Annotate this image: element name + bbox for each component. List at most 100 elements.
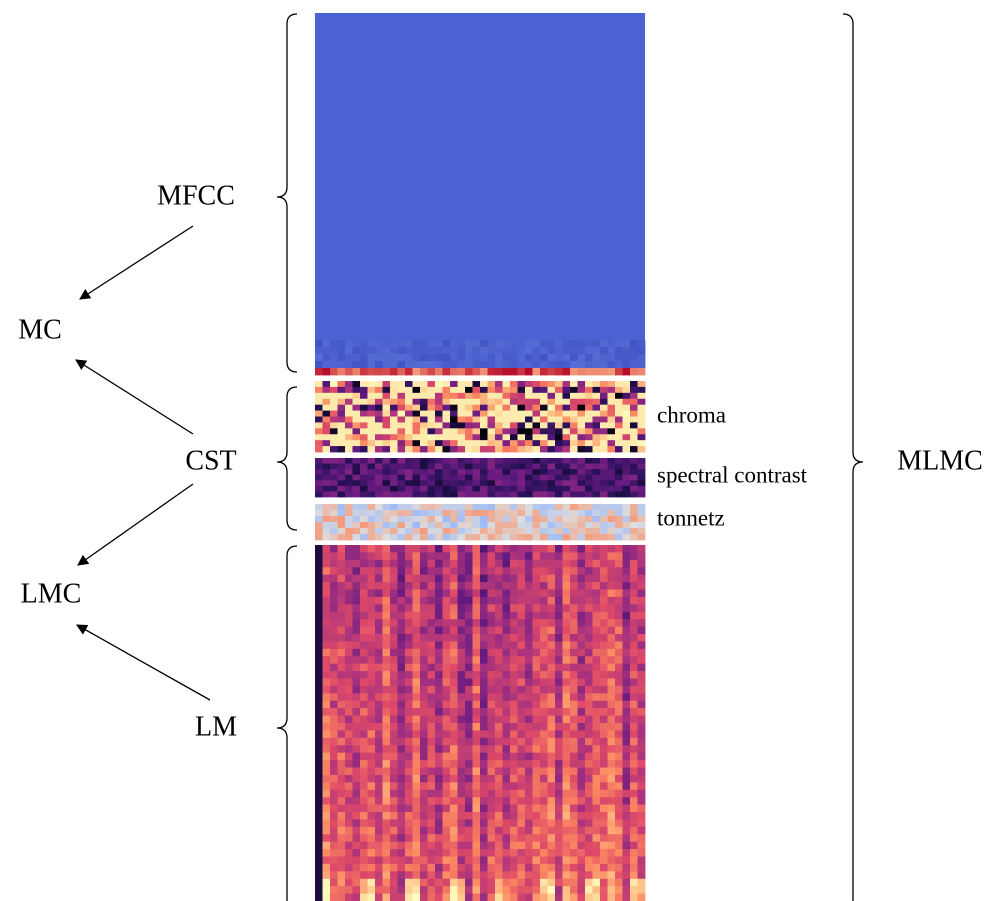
lm-cell	[375, 679, 383, 687]
tonnetz-cell	[593, 534, 601, 540]
lm-cell	[495, 775, 503, 783]
spectral-contrast-cell	[623, 491, 631, 497]
lm-cell	[330, 619, 338, 627]
lm-cell	[413, 641, 421, 649]
lm-cell	[368, 627, 376, 635]
lm-cell	[450, 879, 458, 887]
tonnetz-cell	[608, 534, 616, 540]
lm-cell	[533, 723, 541, 731]
lm-cell	[510, 575, 518, 583]
chroma-cell	[563, 381, 571, 387]
lm-cell	[600, 671, 608, 679]
lm-cell	[600, 797, 608, 805]
lm-cell	[615, 768, 623, 776]
lm-cell	[413, 597, 421, 605]
spectral-contrast-cell	[345, 458, 353, 464]
lm-cell	[428, 849, 436, 857]
spectral-contrast-cell	[435, 480, 443, 486]
lm-cell	[480, 797, 488, 805]
lm-cell	[488, 590, 496, 598]
mfcc-cell	[525, 361, 533, 368]
lm-cell	[548, 634, 556, 642]
lm-cell	[578, 716, 586, 724]
lm-cell	[480, 656, 488, 664]
chroma-cell	[345, 387, 353, 393]
spectral-contrast-cell	[495, 475, 503, 481]
lm-cell	[608, 738, 616, 746]
lm-cell	[473, 686, 481, 694]
lm-cell	[435, 871, 443, 879]
lm-cell	[375, 871, 383, 879]
lm-cell	[458, 812, 466, 820]
lm-cell	[518, 701, 526, 709]
lm-cell	[518, 775, 526, 783]
mfcc-cell	[495, 340, 503, 347]
tonnetz-cell	[345, 510, 353, 516]
lm-cell	[405, 879, 413, 887]
mfcc-label: MFCC	[157, 180, 235, 211]
lm-cell	[315, 827, 323, 835]
lm-cell	[623, 582, 631, 590]
tonnetz-cell	[420, 504, 428, 510]
chroma-cell	[533, 387, 541, 393]
chroma-cell	[503, 422, 511, 428]
mfcc-cell	[518, 361, 526, 368]
lm-cell	[450, 753, 458, 761]
lm-cell	[525, 812, 533, 820]
lm-cell	[533, 805, 541, 813]
tonnetz-cell	[518, 522, 526, 528]
spectral-contrast-cell	[450, 486, 458, 492]
lm-cell	[465, 805, 473, 813]
lm-cell	[473, 582, 481, 590]
lm-cell	[510, 567, 518, 575]
lm-cell	[330, 567, 338, 575]
tonnetz-cell	[488, 534, 496, 540]
lm-cell	[323, 871, 331, 879]
chroma-cell	[548, 387, 556, 393]
lm-cell	[315, 857, 323, 865]
lm-cell	[338, 760, 346, 768]
spectral-contrast-cell	[428, 486, 436, 492]
tonnetz-cell	[600, 516, 608, 522]
lm-cell	[548, 790, 556, 798]
lm-cell	[338, 552, 346, 560]
lm-cell	[450, 723, 458, 731]
chroma-cell	[503, 387, 511, 393]
lm-cell	[383, 834, 391, 842]
lm-cell	[450, 590, 458, 598]
chroma-cell	[555, 422, 563, 428]
chroma-cell	[473, 428, 481, 434]
mfcc-cell	[540, 354, 548, 361]
lm-cell	[420, 871, 428, 879]
lm-cell	[555, 871, 563, 879]
chroma-cell	[323, 393, 331, 399]
chroma-cell	[383, 446, 391, 452]
lm-cell	[405, 753, 413, 761]
spectral-contrast-cell	[375, 486, 383, 492]
lm-cell	[450, 864, 458, 872]
chroma-cell	[345, 422, 353, 428]
lm-cell	[570, 582, 578, 590]
lm-cell	[465, 679, 473, 687]
lm-cell	[593, 649, 601, 657]
spectral-contrast-cell	[540, 469, 548, 475]
lm-cell	[525, 864, 533, 872]
mfcc-cell	[600, 361, 608, 368]
lm-cell	[375, 671, 383, 679]
tonnetz-cell	[315, 504, 323, 510]
lm-cell	[540, 790, 548, 798]
spectral-contrast-cell	[375, 464, 383, 470]
chroma-cell	[480, 405, 488, 411]
chroma-cell	[473, 411, 481, 417]
lm-cell	[428, 842, 436, 850]
lm-cell	[503, 634, 511, 642]
lm-cell	[525, 693, 533, 701]
lm-cell	[383, 590, 391, 598]
lm-cell	[338, 612, 346, 620]
chroma-cell	[600, 387, 608, 393]
lm-cell	[540, 545, 548, 553]
chroma-cell	[555, 440, 563, 446]
chroma-cell	[600, 434, 608, 440]
tonnetz-cell	[495, 504, 503, 510]
spectral-contrast-cell	[390, 491, 398, 497]
